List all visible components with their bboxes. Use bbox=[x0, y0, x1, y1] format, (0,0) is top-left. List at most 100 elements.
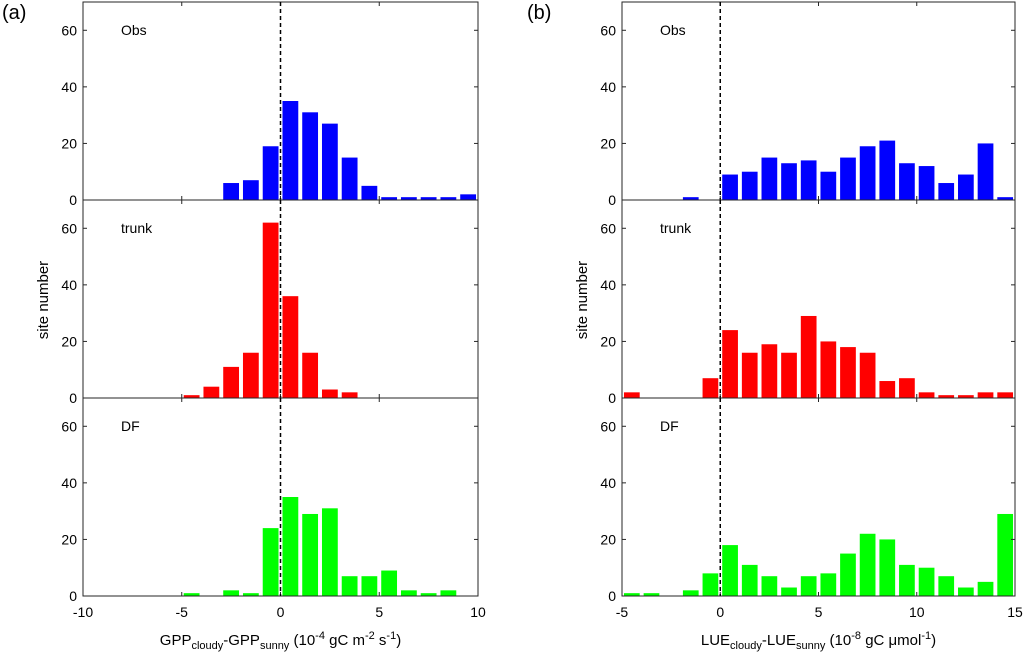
bar-trunk bbox=[800, 315, 817, 398]
bar-df bbox=[761, 576, 778, 596]
bar-df bbox=[800, 576, 817, 596]
bar-trunk bbox=[262, 222, 279, 398]
x-label-text: gC m bbox=[325, 632, 365, 649]
bar-df bbox=[282, 497, 299, 596]
series-obs-subplot: 0 20 40 60 Obs bbox=[600, 1, 1016, 208]
x-label-superscript: -1 bbox=[921, 630, 931, 642]
series-trunk-subplot: 0 20 40 60 trunk bbox=[61, 199, 479, 406]
bar-df bbox=[702, 573, 719, 596]
x-tick-label: 5 bbox=[815, 604, 823, 620]
x-tick-label: 10 bbox=[470, 604, 486, 620]
bar-obs bbox=[859, 146, 876, 200]
bar-obs bbox=[781, 163, 797, 200]
x-tick-label: 15 bbox=[1007, 604, 1023, 620]
y-tick-label: 60 bbox=[61, 220, 77, 236]
bar-obs bbox=[820, 171, 837, 200]
x-axis-label: GPPcloudy-GPPsunny (10-4 gC m-2 s-1) bbox=[160, 630, 401, 652]
bar-trunk bbox=[242, 352, 259, 398]
x-label-subscript: sunny bbox=[260, 640, 290, 652]
x-label-superscript: -2 bbox=[365, 630, 375, 642]
bar-df bbox=[918, 567, 935, 596]
y-tick-label: 20 bbox=[61, 531, 77, 547]
y-tick-label: 40 bbox=[600, 475, 616, 491]
y-tick-label: 60 bbox=[600, 22, 616, 38]
bar-trunk bbox=[840, 347, 856, 398]
x-tick-label: -5 bbox=[176, 604, 189, 620]
bar-obs bbox=[282, 101, 299, 200]
bar-trunk bbox=[223, 366, 240, 398]
bar-trunk bbox=[899, 378, 915, 398]
x-label-text: s bbox=[375, 632, 387, 649]
bar-obs bbox=[400, 197, 417, 200]
x-tick-label: -5 bbox=[616, 604, 629, 620]
y-tick-label: 40 bbox=[61, 475, 77, 491]
y-tick-label: 60 bbox=[61, 22, 77, 38]
series-label: Obs bbox=[660, 22, 686, 38]
x-label-subscript: sunny bbox=[796, 640, 826, 652]
bar-obs bbox=[879, 140, 896, 200]
bar-df bbox=[223, 590, 240, 596]
bar-trunk bbox=[282, 296, 299, 398]
bar-trunk bbox=[938, 395, 955, 398]
bar-obs bbox=[341, 157, 358, 200]
x-label-text: -GPP bbox=[223, 632, 260, 649]
x-label-subscript: cloudy bbox=[730, 640, 762, 652]
bar-df bbox=[183, 593, 200, 596]
bar-df bbox=[781, 587, 797, 596]
bar-obs bbox=[321, 123, 338, 200]
x-label-superscript: -8 bbox=[851, 630, 861, 642]
bar-df bbox=[722, 545, 738, 596]
bar-obs bbox=[938, 183, 955, 200]
y-tick-label: 0 bbox=[608, 390, 616, 406]
bar-trunk bbox=[918, 392, 935, 398]
bar-df bbox=[859, 533, 876, 596]
x-tick-label: -10 bbox=[73, 604, 93, 620]
y-tick-label: 20 bbox=[61, 333, 77, 349]
bar-df bbox=[361, 576, 378, 596]
bar-df bbox=[242, 593, 259, 596]
series-label: trunk bbox=[121, 220, 153, 236]
panel-label-a: (a) bbox=[2, 2, 27, 24]
y-axis-label: site number bbox=[574, 261, 591, 339]
series-label: Obs bbox=[121, 22, 147, 38]
bar-df bbox=[623, 593, 640, 596]
bar-df bbox=[262, 528, 279, 596]
bar-obs bbox=[997, 197, 1014, 200]
x-tick-label: 0 bbox=[277, 604, 285, 620]
bar-trunk bbox=[820, 341, 837, 398]
x-label-superscript: -1 bbox=[386, 630, 396, 642]
x-label-text: gC μmol bbox=[861, 632, 921, 649]
x-label-text: -LUE bbox=[762, 632, 796, 649]
x-label-main: LUE bbox=[701, 632, 730, 649]
bar-df bbox=[381, 570, 398, 596]
bar-trunk bbox=[859, 352, 876, 398]
bar-trunk bbox=[341, 392, 358, 398]
bar-obs bbox=[242, 180, 259, 200]
bar-obs bbox=[262, 146, 279, 200]
x-tick-label: 5 bbox=[375, 604, 383, 620]
bar-obs bbox=[977, 143, 994, 200]
bar-trunk bbox=[321, 389, 338, 398]
chart-panel-a: 0 20 40 60 Obs 0 20 40 60 trunk 0 20 40 60 DF -10 -5 0 5 10… bbox=[35, 1, 486, 652]
y-tick-label: 40 bbox=[600, 277, 616, 293]
bar-trunk bbox=[997, 392, 1014, 398]
y-tick-label: 20 bbox=[61, 135, 77, 151]
bar-obs bbox=[741, 171, 758, 200]
bar-trunk bbox=[183, 395, 200, 398]
x-label-subscript: cloudy bbox=[191, 640, 223, 652]
bar-trunk bbox=[722, 330, 738, 398]
bar-obs bbox=[840, 157, 856, 200]
y-tick-label: 40 bbox=[61, 79, 77, 95]
x-label-text: (10 bbox=[825, 632, 851, 649]
bar-df bbox=[420, 593, 437, 596]
bar-obs bbox=[800, 160, 817, 200]
bar-obs bbox=[682, 197, 699, 200]
bar-trunk bbox=[623, 392, 640, 398]
bar-df bbox=[997, 513, 1014, 596]
bar-trunk bbox=[761, 344, 778, 398]
bar-trunk bbox=[781, 352, 797, 398]
bar-df bbox=[400, 590, 417, 596]
series-trunk-subplot: 0 20 40 60 trunk bbox=[600, 199, 1016, 406]
